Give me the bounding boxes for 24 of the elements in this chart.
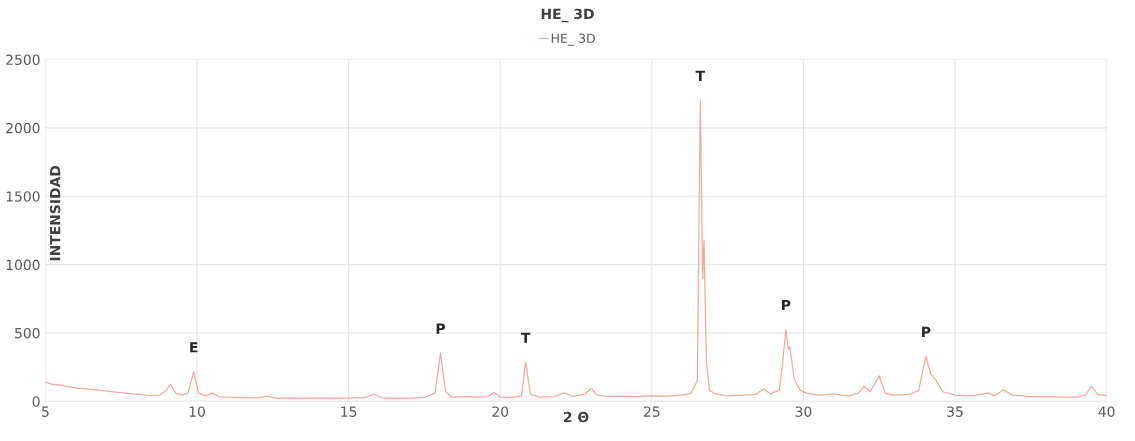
x-axis-title: 2 Θ bbox=[563, 411, 589, 423]
annotation: P bbox=[782, 299, 791, 311]
y-axis-title: INTENSIDAD bbox=[49, 165, 61, 261]
y-tick-label: 2500 bbox=[6, 54, 40, 66]
x-tick-label: 40 bbox=[1098, 406, 1115, 417]
y-tick-label: 0 bbox=[32, 396, 40, 407]
annotation: T bbox=[521, 332, 531, 343]
annotation: P bbox=[436, 323, 445, 334]
legend-label: HE_ 3D bbox=[551, 33, 595, 46]
annotation: P bbox=[922, 326, 931, 337]
x-tick-label: 15 bbox=[341, 406, 357, 417]
x-tick-label: 10 bbox=[189, 406, 205, 417]
y-tick-label: 1000 bbox=[6, 259, 40, 271]
x-tick-label: 20 bbox=[492, 406, 509, 417]
annotation: E bbox=[190, 342, 198, 353]
x-tick-label: 35 bbox=[947, 406, 963, 417]
y-tick-label: 500 bbox=[15, 327, 40, 339]
x-tick-label: 5 bbox=[42, 406, 49, 417]
y-tick-label: 2000 bbox=[6, 122, 40, 134]
x-tick-label: 30 bbox=[795, 406, 812, 417]
y-tick-label: 1500 bbox=[6, 191, 40, 202]
annotation: T bbox=[695, 70, 705, 81]
x-tick-label: 25 bbox=[644, 406, 660, 417]
chart-title: HE_ 3D bbox=[541, 8, 594, 23]
